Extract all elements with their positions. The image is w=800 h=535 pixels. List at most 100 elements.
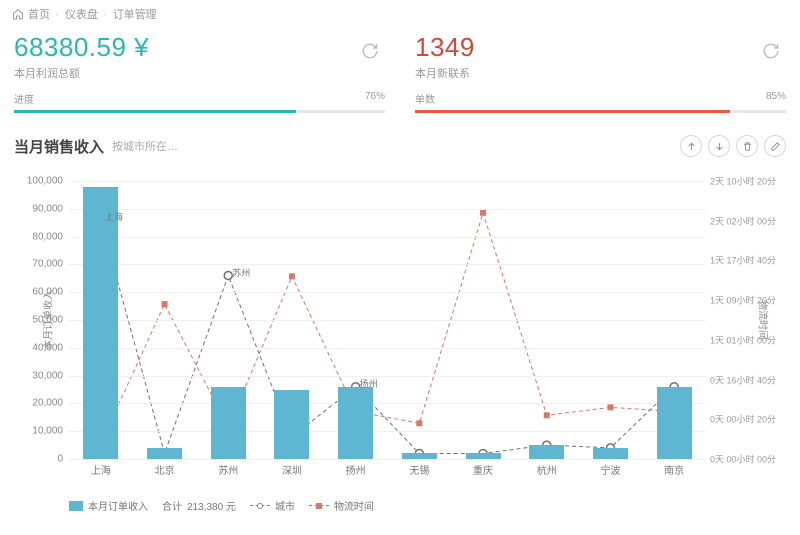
- section-header: 当月销售收入 按城市所在…: [0, 113, 800, 157]
- y-left-tick: 70,000: [21, 259, 63, 270]
- legend-line1-icon: [250, 505, 270, 506]
- y-left-tick: 0: [21, 454, 63, 465]
- y-left-tick: 10,000: [21, 426, 63, 437]
- breadcrumb-home[interactable]: 首页: [28, 6, 50, 22]
- y-right-tick: 0天 16小时 40分: [710, 373, 782, 386]
- grid-line: [69, 237, 706, 238]
- progress-left: 进度 76%: [14, 91, 385, 113]
- x-label: 重庆: [473, 462, 493, 477]
- section-actions: [680, 135, 786, 157]
- breadcrumb-dashboard[interactable]: 仪表盘: [65, 6, 98, 22]
- bar-南京[interactable]: [657, 387, 692, 459]
- x-label: 深圳: [282, 462, 302, 477]
- x-label: 无锡: [409, 462, 429, 477]
- legend-line1: 城市: [250, 498, 295, 513]
- bar-宁波[interactable]: [593, 448, 628, 459]
- kpi-profit-value: 68380.59 ¥: [14, 32, 385, 63]
- grid-line: [69, 459, 706, 460]
- y-left-tick: 90,000: [21, 203, 63, 214]
- bar-北京[interactable]: [147, 448, 182, 459]
- section-title: 当月销售收入: [14, 136, 104, 157]
- legend-line2: 物流时间: [309, 498, 374, 513]
- breadcrumb: 首页 ◦ 仪表盘 ◦ 订单管理: [0, 0, 800, 28]
- bar-重庆[interactable]: [466, 453, 501, 459]
- legend-bar-swatch: [69, 501, 83, 511]
- refresh-icon[interactable]: [762, 42, 780, 63]
- progress-right-bar: [415, 110, 786, 113]
- y-left-tick: 60,000: [21, 287, 63, 298]
- y-right-tick: 0天 00小时 20分: [710, 413, 782, 426]
- breadcrumb-orders[interactable]: 订单管理: [113, 6, 157, 22]
- kpi-contacts-value: 1349: [415, 32, 786, 63]
- y-left-tick: 100,000: [21, 176, 63, 187]
- bar-苏州[interactable]: [211, 387, 246, 459]
- x-label: 杭州: [537, 462, 557, 477]
- grid-line: [69, 431, 706, 432]
- legend-total: 合计 213,380 元: [162, 498, 236, 513]
- x-label: 南京: [664, 462, 684, 477]
- progress-row: 进度 76% 单数 85%: [0, 81, 800, 113]
- y-right-tick: 0天 00小时 00分: [710, 453, 782, 466]
- x-label: 上海: [91, 462, 111, 477]
- legend-bar: 本月订单收入: [69, 498, 148, 513]
- kpi-profit: 68380.59 ¥ 本月利润总额: [14, 32, 385, 81]
- legend-line2-icon: [309, 505, 329, 506]
- section-subtitle: 按城市所在…: [112, 138, 178, 154]
- progress-left-bar: [14, 110, 385, 113]
- y-right-tick: 2天 10小时 20分: [710, 175, 782, 188]
- bar-杭州[interactable]: [529, 445, 564, 459]
- y-left-tick: 30,000: [21, 370, 63, 381]
- legend-line1-label: 城市: [275, 498, 295, 513]
- progress-left-label: 进度: [14, 91, 34, 106]
- progress-right-fill: [415, 110, 730, 113]
- x-label: 苏州: [218, 462, 238, 477]
- upload-icon[interactable]: [680, 135, 702, 157]
- y-left-tick: 20,000: [21, 398, 63, 409]
- edit-icon[interactable]: [764, 135, 786, 157]
- progress-left-fill: [14, 110, 296, 113]
- point-label: 上海: [105, 210, 123, 223]
- y-right-tick: 1天 17小时 40分: [710, 254, 782, 267]
- kpi-contacts: 1349 本月新联系: [415, 32, 786, 81]
- grid-line: [69, 403, 706, 404]
- x-label: 北京: [155, 462, 175, 477]
- legend-line2-label: 物流时间: [334, 498, 374, 513]
- progress-right-pct: 85%: [766, 91, 786, 106]
- breadcrumb-sep-icon: ◦: [104, 10, 107, 19]
- grid-line: [69, 348, 706, 349]
- y-left-tick: 80,000: [21, 231, 63, 242]
- download-icon[interactable]: [708, 135, 730, 157]
- grid-line: [69, 320, 706, 321]
- kpi-row: 68380.59 ¥ 本月利润总额 1349 本月新联系: [0, 28, 800, 81]
- bar-深圳[interactable]: [274, 390, 309, 460]
- chart-legend: 本月订单收入 合计 213,380 元 城市 物流时间: [69, 498, 374, 513]
- point-label: 苏州: [232, 266, 250, 279]
- breadcrumb-sep-icon: ◦: [56, 10, 59, 19]
- trash-icon[interactable]: [736, 135, 758, 157]
- progress-right-label: 单数: [415, 91, 435, 106]
- legend-bar-label: 本月订单收入: [88, 498, 148, 513]
- y-right-tick: 1天 09小时 20分: [710, 294, 782, 307]
- refresh-icon[interactable]: [361, 42, 379, 63]
- x-label: 扬州: [346, 462, 366, 477]
- grid-line: [69, 209, 706, 210]
- grid-line: [69, 181, 706, 182]
- point-label: 扬州: [360, 377, 378, 390]
- kpi-contacts-label: 本月新联系: [415, 65, 786, 81]
- grid-line: [69, 292, 706, 293]
- y-left-tick: 40,000: [21, 342, 63, 353]
- legend-total-label: 合计: [162, 498, 182, 513]
- progress-left-pct: 76%: [365, 91, 385, 106]
- chart-plot-area: 本月订单收入 物流时间 010,00020,00030,00040,00050,…: [69, 181, 706, 459]
- bar-扬州[interactable]: [338, 387, 373, 459]
- y-right-tick: 2天 02小时 00分: [710, 214, 782, 227]
- bar-无锡[interactable]: [402, 453, 437, 459]
- sales-chart: 本月订单收入 物流时间 0 10,000 20,000 30,000 40,000 50,…: [14, 165, 786, 515]
- grid-line: [69, 376, 706, 377]
- progress-right: 单数 85%: [415, 91, 786, 113]
- y-left-tick: 50,000: [21, 315, 63, 326]
- kpi-profit-label: 本月利润总额: [14, 65, 385, 81]
- bar-上海[interactable]: [83, 187, 118, 459]
- y-right-tick: 1天 01小时 00分: [710, 333, 782, 346]
- home-icon[interactable]: [12, 8, 24, 20]
